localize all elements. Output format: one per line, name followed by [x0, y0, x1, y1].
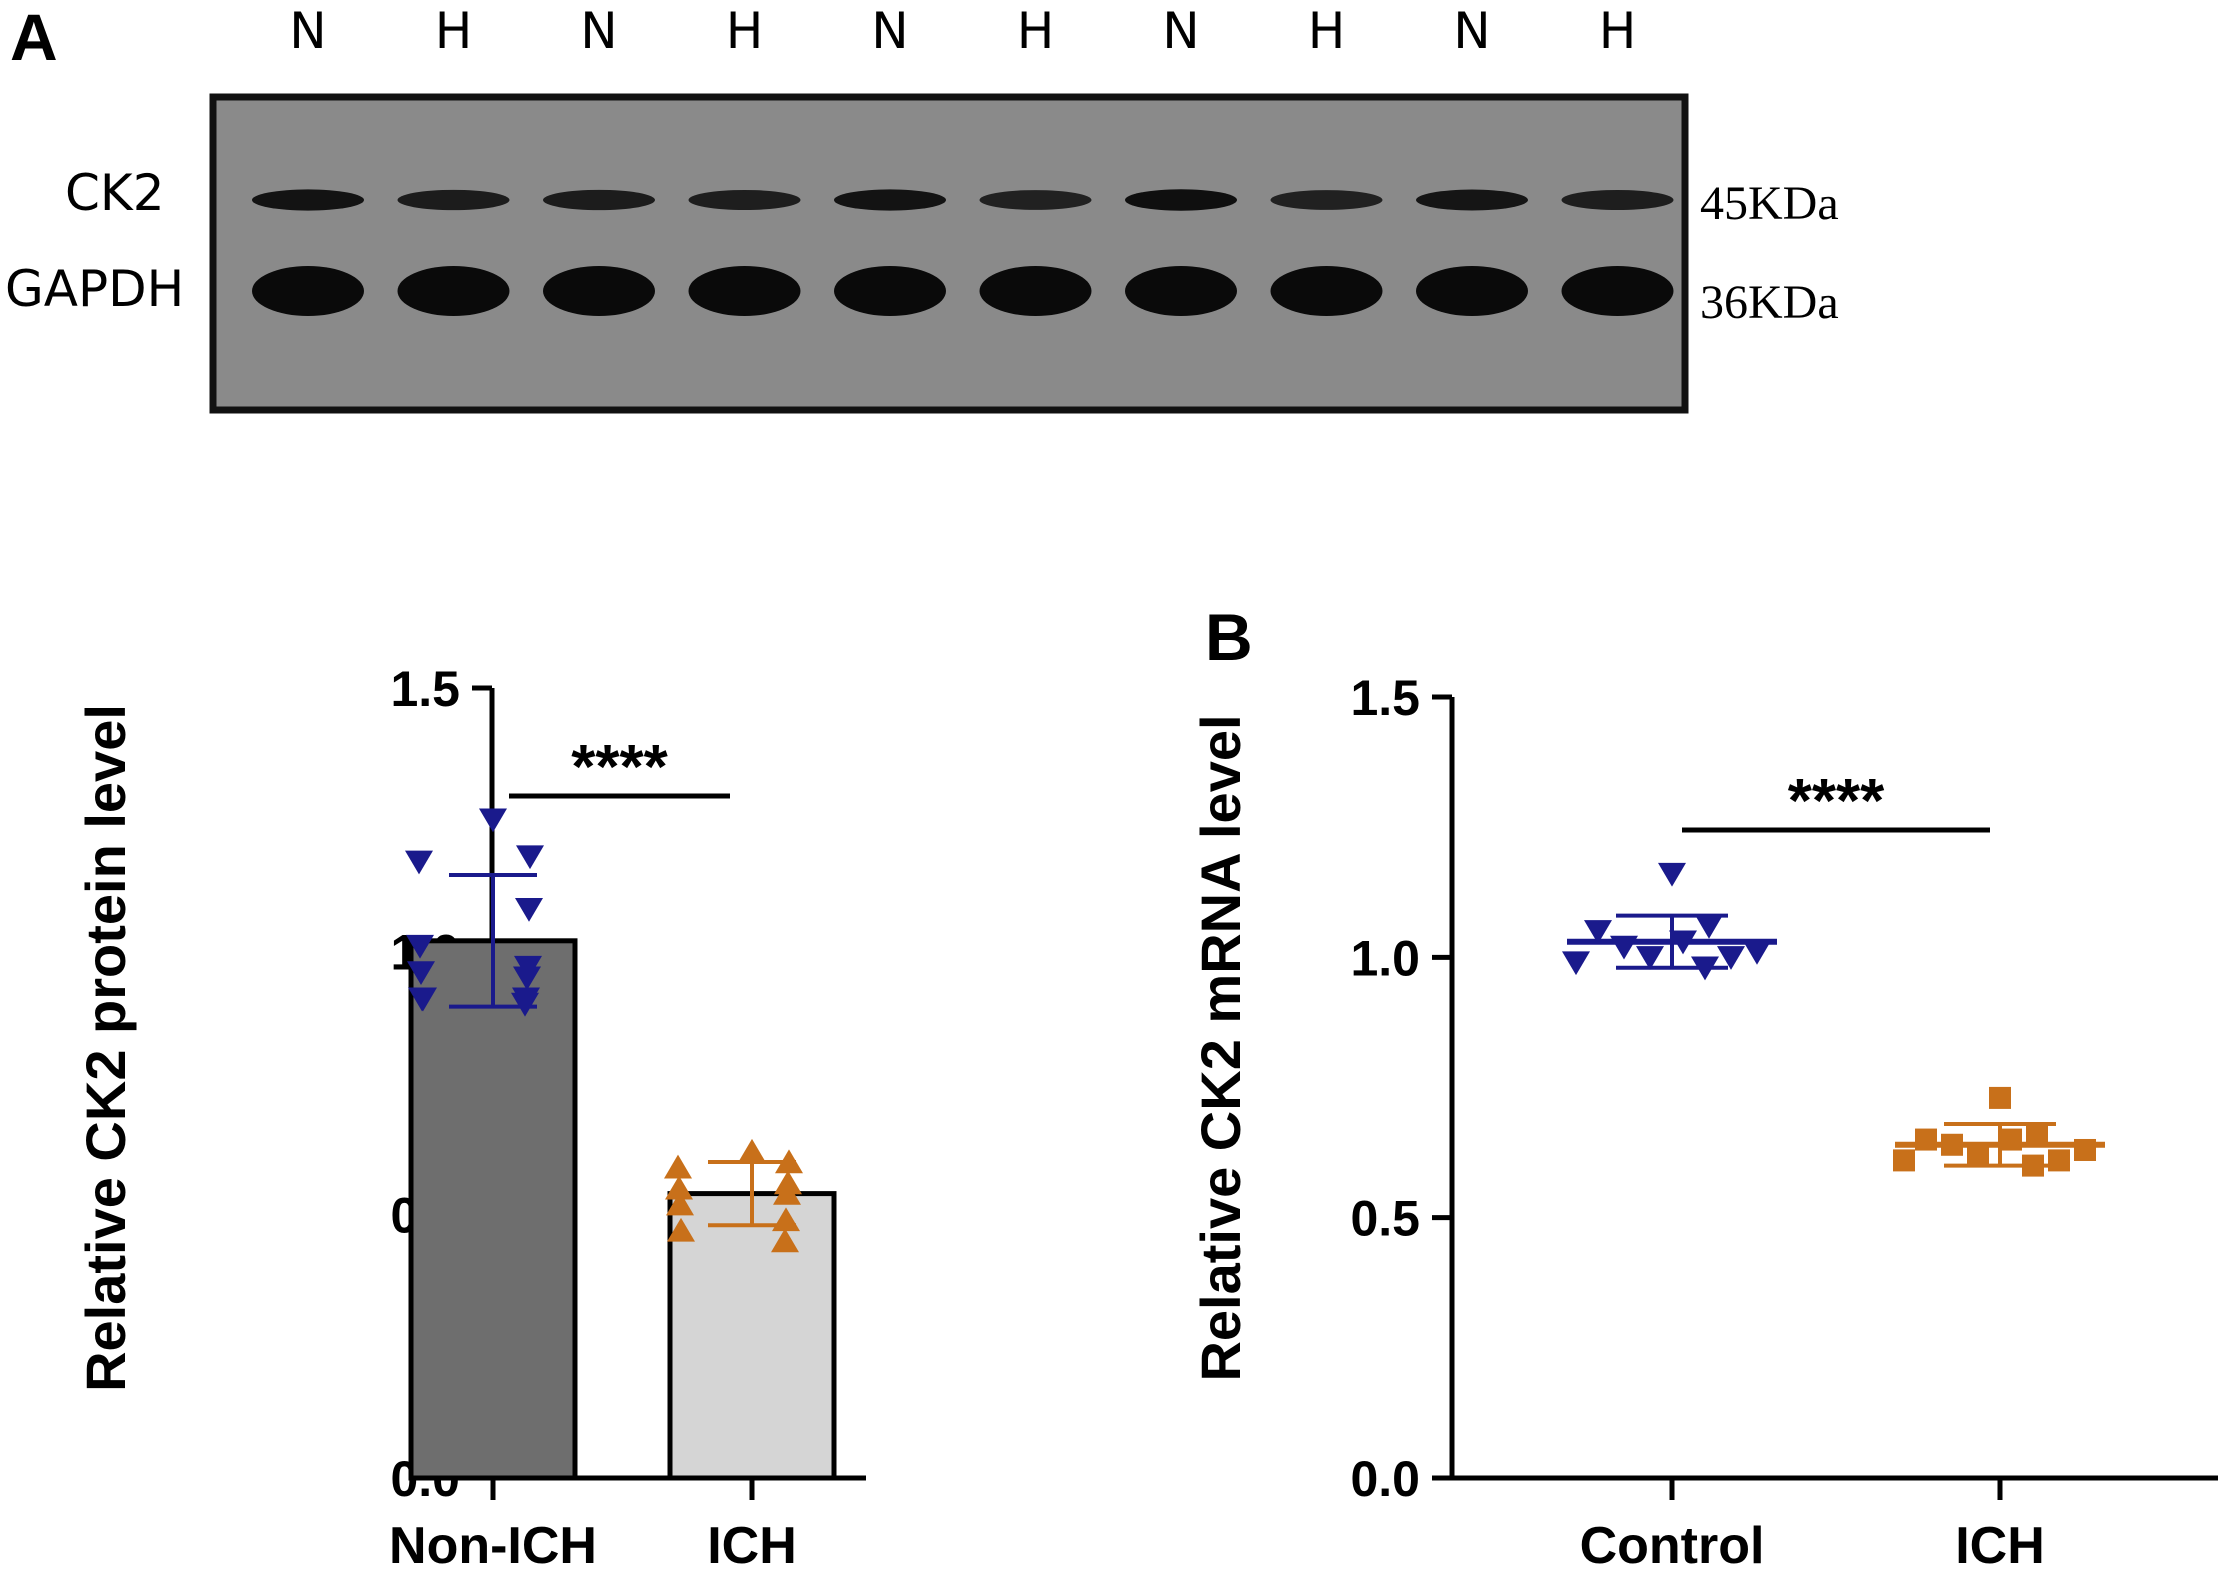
y-axis-title-protein: Relative CK2 protein level: [74, 704, 137, 1392]
panel-letter-b: B: [1205, 600, 1253, 674]
blot-band: [1561, 266, 1674, 316]
blot-band: [543, 189, 655, 211]
y-tick-label: 1.5: [1350, 670, 1420, 726]
blot-band: [979, 266, 1092, 316]
data-point: [409, 987, 437, 1012]
y-axis-title-mrna: Relative CK2 mRNA level: [1189, 714, 1252, 1381]
data-point: [407, 961, 435, 985]
data-point: [513, 966, 541, 991]
y-tick-label: 0.5: [1350, 1191, 1420, 1247]
data-point: [1989, 1086, 2011, 1109]
y-tick-label: 0.0: [1350, 1451, 1420, 1507]
marks-protein: ****: [405, 733, 837, 1481]
significance-label: ****: [1788, 767, 1885, 836]
blot-band: [688, 189, 801, 211]
data-point: [1967, 1144, 1989, 1167]
western-blot: N H N H N H N H N H CK2 GAPDH 45KDa 36KDa: [5, 2, 1839, 414]
data-point: [1717, 946, 1745, 970]
bar: [667, 1191, 837, 1481]
blot-band: [834, 189, 946, 211]
x-category-label: ICH: [707, 1517, 797, 1575]
data-point: [516, 845, 544, 870]
data-point: [405, 850, 433, 875]
bar: [408, 938, 578, 1481]
data-point: [1562, 951, 1590, 976]
data-point: [1743, 940, 1771, 965]
significance-label: ****: [571, 733, 668, 802]
lane-label: N: [871, 2, 908, 60]
blot-band: [688, 266, 801, 316]
blot-band: [1416, 266, 1528, 316]
blot-band: [397, 189, 510, 211]
data-point: [665, 1175, 693, 1200]
lane-label: N: [1453, 2, 1490, 60]
blot-band: [397, 266, 510, 316]
mw-label-gapdh: 36KDa: [1700, 276, 1839, 329]
data-point: [666, 1191, 694, 1216]
data-point: [1893, 1149, 1915, 1172]
data-point: [1584, 920, 1612, 944]
data-point: [738, 1138, 766, 1163]
data-point: [2048, 1149, 2070, 1172]
lane-label: N: [580, 2, 617, 60]
band-label-gapdh: GAPDH: [5, 260, 184, 318]
data-point: [774, 1170, 802, 1195]
band-label-ck2: CK2: [65, 164, 165, 222]
y-tick-label: 1.0: [1350, 930, 1420, 986]
data-point: [664, 1154, 692, 1179]
x-category-label: Control: [1580, 1517, 1765, 1575]
blot-band: [1270, 190, 1383, 210]
data-point: [515, 898, 543, 922]
data-point: [667, 1217, 695, 1242]
x-category-label: ICH: [1955, 1517, 2045, 1575]
data-point: [773, 1181, 801, 1205]
blot-band: [1416, 189, 1528, 211]
blot-band: [1561, 189, 1674, 211]
lane-label: N: [1162, 2, 1199, 60]
x-category-label: Non-ICH: [389, 1517, 597, 1575]
lane-label: H: [1308, 2, 1346, 60]
data-point: [479, 808, 507, 833]
blot-bands: [252, 189, 1674, 316]
data-point: [771, 1228, 799, 1253]
blot-band: [1125, 189, 1237, 211]
data-point: [406, 934, 434, 959]
mw-label-ck2: 45KDa: [1700, 177, 1839, 230]
lane-label: H: [1599, 2, 1637, 60]
protein-bar-chart: Relative CK2 protein level 0.00.51.01.5N…: [74, 661, 866, 1575]
data-point: [1695, 914, 1723, 939]
panel-letter-a: A: [10, 0, 58, 74]
lane-label: N: [289, 2, 326, 60]
lane-label: H: [1017, 2, 1055, 60]
blot-band: [252, 266, 364, 316]
y-tick-label: 1.5: [390, 661, 460, 717]
blot-band: [543, 266, 655, 316]
marks-mrna: ****: [1562, 767, 2105, 1177]
data-point: [1636, 946, 1664, 970]
blot-band: [252, 189, 364, 211]
data-point: [1658, 862, 1686, 887]
blot-band: [1270, 266, 1383, 316]
blot-band: [1125, 266, 1237, 316]
blot-membrane: [209, 93, 1689, 414]
blot-band: [834, 266, 946, 316]
data-point: [2026, 1123, 2048, 1146]
blot-band: [979, 190, 1092, 210]
axes-mrna: 0.0 0.5 1.0 1.5 Control ICH: [1350, 670, 2218, 1575]
mrna-scatter-chart: Relative CK2 mRNA level 0.0 0.5 1.0 1.5 Cont…: [1189, 670, 2218, 1575]
lane-label: H: [435, 2, 473, 60]
lane-label: H: [726, 2, 764, 60]
